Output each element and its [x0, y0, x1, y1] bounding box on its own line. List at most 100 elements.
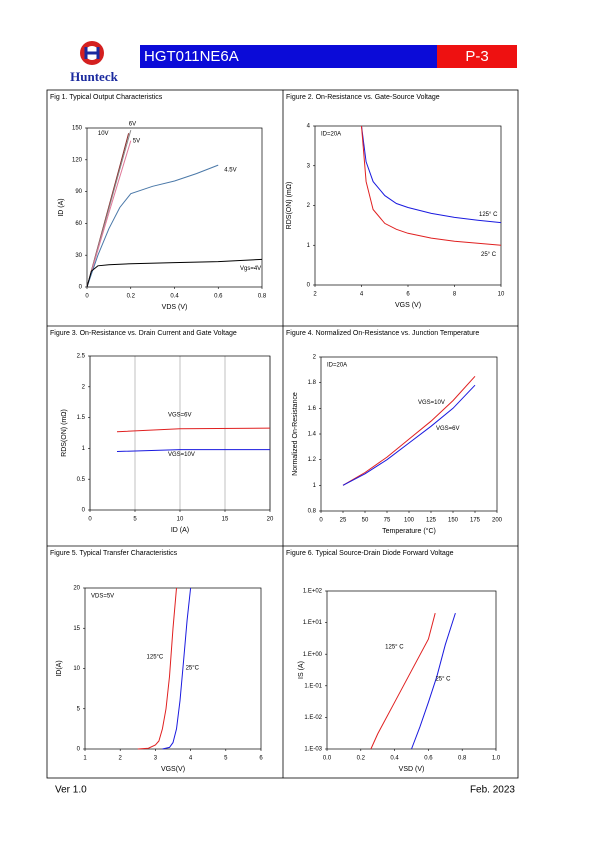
data-line: [361, 125, 502, 224]
x-tick-label: 10: [177, 517, 184, 523]
panel-title: Figure 2. On-Resistance vs. Gate-Source …: [286, 94, 440, 101]
y-tick-label: 30: [75, 253, 82, 259]
y-tick-label: 1.E+02: [303, 589, 323, 595]
y-tick-label: 1.2: [308, 457, 317, 463]
series-label: VGS=10V: [418, 400, 445, 406]
x-tick-label: 0.4: [390, 756, 399, 762]
y-tick-label: 0.8: [308, 509, 317, 515]
x-tick-label: 100: [404, 518, 415, 524]
plot-frame: [314, 125, 502, 286]
series-label: 125°C: [147, 655, 164, 661]
series-label: 10V: [98, 131, 109, 137]
y-tick-label: 2: [313, 355, 317, 361]
x-tick-label: 0.2: [127, 294, 136, 300]
y-tick-label: 1.6: [308, 406, 317, 412]
plot-frame: [320, 356, 498, 512]
x-axis-label: VDS (V): [162, 304, 188, 311]
data-line: [86, 258, 263, 288]
series-label: 125° C: [385, 645, 404, 651]
data-line: [370, 612, 436, 750]
data-line: [116, 427, 271, 433]
y-tick-label: 90: [75, 189, 82, 195]
x-tick-label: 10: [498, 292, 505, 298]
x-tick-label: 125: [426, 518, 437, 524]
plot-frame: [84, 587, 262, 750]
panel-frame: [46, 89, 519, 779]
y-axis-label: IS (A): [298, 661, 305, 679]
part-number: HGT011NE6A: [144, 48, 239, 65]
panel-title: Fig 1. Typical Output Characteristics: [50, 94, 163, 101]
x-tick-label: 1: [83, 756, 87, 762]
x-tick-label: 5: [224, 756, 228, 762]
y-axis-label: ID (A): [58, 198, 65, 216]
y-tick-label: 1.E-03: [304, 747, 322, 753]
x-tick-label: 0: [85, 294, 89, 300]
footer-date: Feb. 2023: [470, 785, 515, 796]
y-tick-label: 120: [72, 157, 83, 163]
plot-frame: [86, 127, 263, 288]
header-bar: [140, 45, 437, 68]
x-axis-label: ID (A): [171, 527, 189, 534]
header-page-bar: [437, 45, 517, 68]
y-tick-label: 1: [307, 243, 311, 249]
x-tick-label: 0.8: [458, 756, 467, 762]
y-tick-label: 60: [75, 221, 82, 227]
y-tick-label: 3: [307, 163, 311, 169]
x-tick-label: 0.4: [170, 294, 179, 300]
x-tick-label: 25: [340, 518, 347, 524]
x-tick-label: 50: [362, 518, 369, 524]
y-tick-label: 0.5: [77, 477, 86, 483]
x-tick-label: 20: [267, 517, 274, 523]
annotation: VDS=5V: [91, 594, 114, 600]
panel-title: Figure 5. Typical Transfer Characteristi…: [50, 550, 178, 557]
x-tick-label: 0.6: [214, 294, 223, 300]
series-label: 25° C: [435, 677, 451, 683]
series-label: VGS=6V: [168, 413, 192, 419]
x-tick-label: 200: [492, 518, 503, 524]
x-tick-label: 0.8: [258, 294, 267, 300]
y-tick-label: 2: [307, 203, 311, 209]
x-tick-label: 4: [360, 292, 364, 298]
series-label: VGS=6V: [436, 426, 460, 432]
series-label: VGS=10V: [168, 452, 195, 458]
y-tick-label: 1.8: [308, 380, 317, 386]
data-line: [342, 384, 476, 486]
annotation: ID=20A: [321, 132, 341, 138]
y-tick-label: 1.4: [308, 432, 317, 438]
y-axis-label: RDS(ON) (mΩ): [61, 409, 68, 457]
data-line: [411, 612, 456, 750]
x-tick-label: 1.0: [492, 756, 501, 762]
data-line: [86, 164, 219, 288]
y-tick-label: 150: [72, 126, 83, 132]
x-tick-label: 15: [222, 517, 229, 523]
x-tick-label: 5: [133, 517, 137, 523]
series-label: 125° C: [479, 212, 498, 218]
x-tick-label: 3: [154, 756, 158, 762]
x-tick-label: 0.2: [357, 756, 366, 762]
y-axis-label: Normalized On-Resistance: [292, 392, 299, 476]
x-tick-label: 2: [119, 756, 123, 762]
x-tick-label: 0: [319, 518, 323, 524]
y-axis-label: RDS(ON) (mΩ): [286, 182, 293, 230]
plot-frame: [89, 355, 271, 511]
y-tick-label: 1.5: [77, 415, 86, 421]
series-label: 4.5V: [224, 168, 236, 174]
data-line: [162, 587, 192, 750]
y-tick-label: 1.E+01: [303, 620, 323, 626]
x-tick-label: 6: [406, 292, 410, 298]
y-tick-label: 0: [82, 508, 86, 514]
data-line: [116, 449, 270, 452]
data-line: [361, 125, 502, 246]
logo-mark: [84, 47, 100, 59]
page-number: P-3: [465, 48, 488, 65]
data-line: [86, 140, 132, 288]
logo: Hunteck: [70, 41, 119, 84]
x-tick-label: 175: [470, 518, 481, 524]
y-tick-label: 0: [307, 283, 311, 289]
panel-title: Figure 6. Typical Source-Drain Diode For…: [286, 550, 454, 557]
y-tick-label: 1.E-02: [304, 715, 322, 721]
x-tick-label: 0.6: [424, 756, 433, 762]
x-axis-label: VSD (V): [399, 766, 425, 773]
y-tick-label: 4: [307, 124, 311, 130]
